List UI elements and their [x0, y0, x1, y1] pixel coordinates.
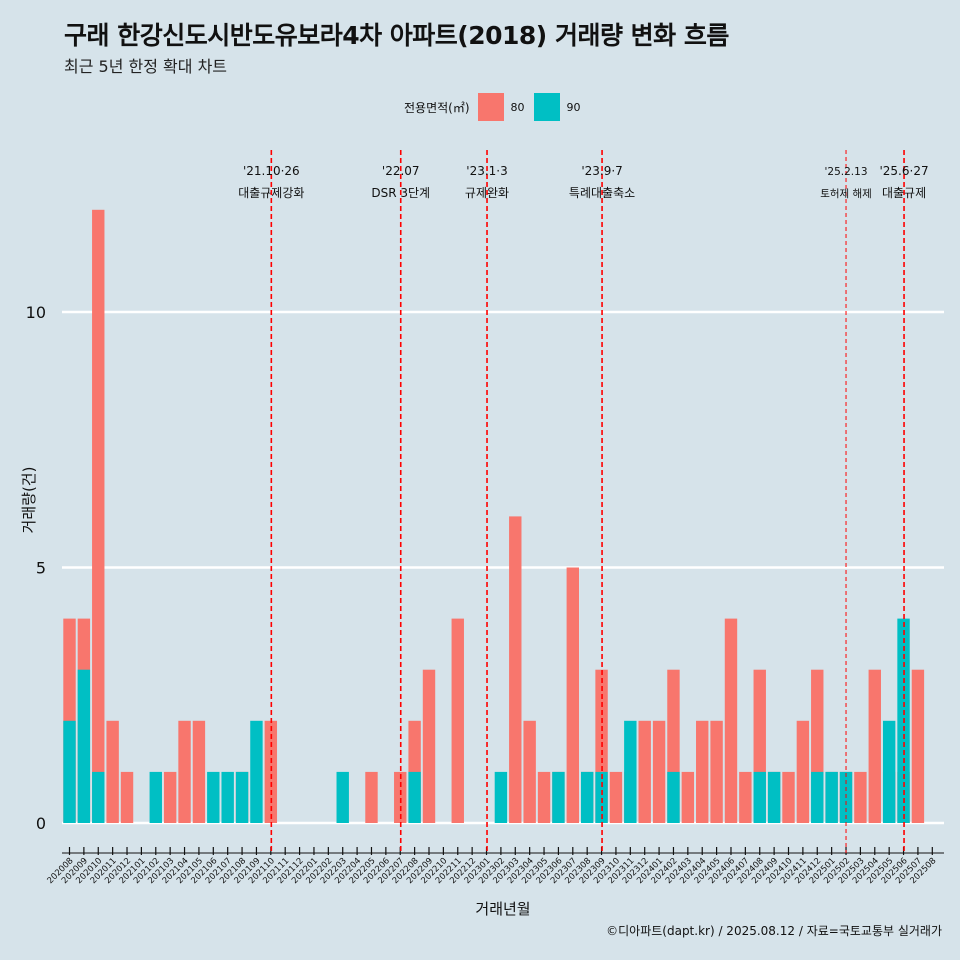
- bar-90-202106: [207, 771, 220, 823]
- bar-90-202308: [580, 771, 594, 823]
- bar-80-202207: [394, 771, 407, 823]
- bar-80-202012: [120, 771, 134, 823]
- bar-80-202103: [163, 771, 177, 823]
- bar-80-202211: [451, 618, 464, 823]
- chart-subtitle: 최근 5년 한정 확대 차트: [64, 57, 228, 76]
- y-axis-title: 거래량(건): [20, 467, 38, 534]
- bar-90-202505: [882, 720, 896, 823]
- bar-90-202008: [63, 720, 76, 823]
- bar-80-202105: [192, 720, 206, 823]
- event-date-3: '23.1·3: [466, 164, 507, 178]
- bar-90-202208: [408, 771, 421, 823]
- bar-80-202407: [739, 771, 752, 823]
- event-date-5: '25.2.13: [825, 166, 868, 178]
- event-date-4: '23.9·7: [581, 164, 622, 178]
- bar-80-202507: [911, 669, 925, 823]
- bar-80-202405: [710, 720, 723, 823]
- y-tick-label-0: 0: [36, 814, 46, 833]
- event-label-3: 규제완화: [465, 186, 509, 200]
- y-tick-label-10: 10: [26, 303, 46, 322]
- bar-80-202404: [696, 720, 709, 823]
- source-caption: ©디아파트(dapt.kr) / 2025.08.12 / 자료=국토교통부 실…: [606, 924, 942, 938]
- legend-title: 전용면적(㎡): [404, 100, 470, 115]
- bar-80-202503: [854, 771, 867, 823]
- bar-80-202403: [681, 771, 695, 823]
- bar-90-202009: [77, 669, 91, 823]
- legend: 전용면적(㎡) 80 90: [404, 92, 590, 122]
- bar-80-202410: [782, 771, 795, 823]
- bar-90-202402: [667, 771, 680, 823]
- y-tick-label-5: 5: [36, 559, 46, 578]
- event-date-6: '25.6·27: [879, 164, 928, 178]
- event-label-2: DSR 3단계: [371, 186, 430, 200]
- event-date-1: '21.10·26: [243, 164, 300, 178]
- bar-80-202310: [609, 771, 623, 823]
- legend-swatch-80: [477, 93, 504, 121]
- legend-label-90: 90: [566, 100, 581, 114]
- bar-80-202110: [264, 720, 278, 823]
- bar-90-202107: [221, 771, 234, 823]
- bar-90-202102: [149, 771, 162, 823]
- bar-80-202312: [638, 720, 651, 823]
- bar-80-202504: [868, 669, 881, 823]
- chart-title: 구래 한강신도시반도유보라4차 아파트(2018) 거래량 변화 흐름: [64, 21, 729, 50]
- bar-80-202304: [523, 720, 536, 823]
- bar-80-202010: [92, 209, 105, 824]
- bar-80-202209: [422, 669, 436, 823]
- legend-swatch-90: [533, 93, 560, 121]
- bar-90-202010: [92, 771, 105, 823]
- bar-80-202307: [566, 567, 579, 823]
- bar-90-202412: [811, 771, 824, 823]
- bar-80-202406: [724, 618, 738, 823]
- bar-90-202408: [753, 771, 766, 823]
- bar-80-202411: [796, 720, 810, 823]
- bar-80-202303: [509, 516, 522, 823]
- bar-90-202109: [250, 720, 263, 823]
- event-label-1: 대출규제강화: [238, 186, 304, 200]
- bar-90-202409: [767, 771, 781, 823]
- bar-80-202305: [537, 771, 551, 823]
- bar-90-202108: [235, 771, 249, 823]
- bar-90-202501: [825, 771, 838, 823]
- event-label-5: 토허제 해제: [820, 187, 872, 200]
- bar-90-202302: [494, 771, 508, 823]
- event-label-4: 특례대출축소: [569, 186, 635, 200]
- bar-80-202205: [365, 771, 378, 823]
- legend-label-80: 80: [510, 100, 525, 114]
- x-axis-title: 거래년월: [475, 900, 530, 918]
- bar-90-202311: [624, 720, 637, 823]
- event-label-6: 대출규제: [882, 186, 926, 200]
- event-date-2: '22.07: [382, 164, 420, 178]
- bar-90-202309: [595, 771, 608, 823]
- bar-80-202401: [652, 720, 666, 823]
- bar-90-202306: [552, 771, 565, 823]
- bar-80-202104: [178, 720, 191, 823]
- bar-80-202011: [106, 720, 119, 823]
- bar-90-202203: [336, 771, 349, 823]
